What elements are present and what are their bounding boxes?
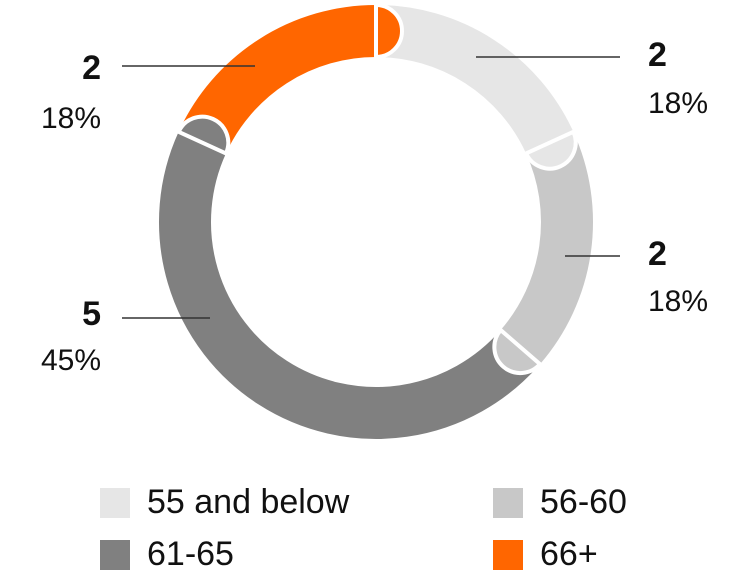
legend-label: 66+ <box>540 535 598 573</box>
count-label: 2 <box>82 49 101 87</box>
share-label: 45% <box>41 344 101 377</box>
legend-label: 55 and below <box>147 483 350 521</box>
count-label: 5 <box>82 295 101 333</box>
share-label: 18% <box>648 87 708 120</box>
legend-swatch <box>493 488 523 518</box>
legend-swatch <box>100 488 130 518</box>
legend: 55 and below 56-60 61-65 66+ <box>100 483 627 573</box>
count-label: 2 <box>648 235 667 273</box>
donut <box>159 5 593 439</box>
donut-segment <box>178 5 377 154</box>
donut-caps <box>176 3 578 376</box>
segment-cap <box>374 3 404 59</box>
donut-segment <box>159 131 540 439</box>
donut-segment <box>375 5 574 154</box>
legend-label: 61-65 <box>147 535 234 573</box>
count-label: 2 <box>648 36 667 74</box>
donut-segment <box>500 131 593 365</box>
callouts: 2 18% 2 18% 5 45% 2 18% <box>41 36 708 377</box>
legend-swatch <box>493 540 523 570</box>
legend-swatch <box>100 540 130 570</box>
share-label: 18% <box>648 285 708 318</box>
share-label: 18% <box>41 102 101 135</box>
segment-cap <box>492 328 542 376</box>
segment-cap <box>524 129 578 171</box>
segment-cap <box>176 114 231 156</box>
legend-label: 56-60 <box>540 483 627 521</box>
